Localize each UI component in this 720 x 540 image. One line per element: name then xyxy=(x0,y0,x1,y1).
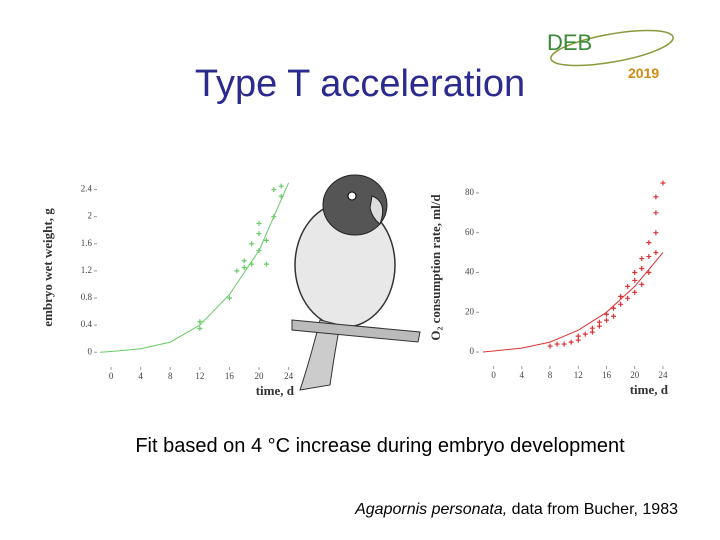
data-point xyxy=(582,331,588,337)
chart: 0 0.4 0.8 1.2 1.6 2 2.4 0 4 8 12 16 20 24 time, d embry… xyxy=(40,182,295,398)
y-tick-label: 0.4 xyxy=(81,319,93,329)
credit-source: data from Bucher, 1983 xyxy=(512,501,678,518)
data-point xyxy=(653,210,659,216)
y-tick-label: 80 xyxy=(465,187,475,197)
data-point xyxy=(632,289,638,295)
data-point xyxy=(575,333,581,339)
x-tick-label: 0 xyxy=(491,370,496,380)
data-point xyxy=(241,265,247,270)
y-tick-label: 1.6 xyxy=(81,238,93,248)
logo-text: DEB xyxy=(547,30,592,55)
data-point xyxy=(625,295,631,301)
y-tick-label: 2.4 xyxy=(81,184,93,194)
x-tick-label: 24 xyxy=(284,371,294,381)
data-point xyxy=(256,220,262,226)
data-point xyxy=(256,231,262,237)
data-point xyxy=(646,240,652,246)
caption: Fit based on 4 °C increase during embryo… xyxy=(135,435,625,457)
x-tick-label: 20 xyxy=(255,371,265,381)
x-tick-label: 8 xyxy=(548,370,553,380)
y-tick-label: 20 xyxy=(465,306,475,316)
fit-line xyxy=(99,182,290,353)
x-tick-label: 24 xyxy=(658,370,668,380)
data-point xyxy=(653,250,659,256)
credit: Agapornis personata, data from Bucher, 1… xyxy=(354,501,678,518)
data-point xyxy=(249,241,255,247)
x-tick-label: 8 xyxy=(168,371,173,381)
data-point xyxy=(611,313,617,319)
slide-title: Type T acceleration xyxy=(195,63,525,105)
x-tick-label: 4 xyxy=(520,370,525,380)
data-point xyxy=(611,305,617,311)
bird-head xyxy=(322,174,388,236)
data-point xyxy=(197,326,203,331)
data-point xyxy=(263,261,269,267)
x-tick-label: 16 xyxy=(602,370,612,380)
bird-beak xyxy=(369,195,384,225)
logo-ring xyxy=(550,29,674,67)
data-point xyxy=(653,194,659,200)
data-point xyxy=(646,269,652,275)
data-point xyxy=(263,237,269,243)
x-tick-label: 16 xyxy=(225,371,235,381)
data-point xyxy=(589,325,595,331)
x-tick-label: 20 xyxy=(630,370,640,380)
x-tick-label: 12 xyxy=(195,371,204,381)
data-point xyxy=(547,343,553,349)
data-point xyxy=(568,339,574,345)
y-axis-label: O₂ consumption rate, ml/d xyxy=(428,194,443,341)
data-point xyxy=(561,341,567,347)
data-point xyxy=(603,317,609,323)
bird-eye xyxy=(347,191,357,201)
logo-year: 2019 xyxy=(628,65,659,81)
x-axis-label: time, d xyxy=(630,382,669,397)
x-tick-label: 4 xyxy=(138,371,143,381)
logo: DEB 2019 xyxy=(547,29,674,81)
data-point xyxy=(625,283,631,289)
y-tick-label: 2 xyxy=(88,211,93,221)
y-tick-label: 60 xyxy=(465,227,475,237)
data-point xyxy=(646,254,652,260)
data-point xyxy=(234,268,240,274)
y-axis-label: embryo wet weight, g xyxy=(40,208,55,327)
data-point xyxy=(632,277,638,283)
data-point xyxy=(197,319,203,325)
y-tick-label: 0 xyxy=(470,346,475,356)
bird-branch xyxy=(291,319,421,343)
y-tick-label: 0.8 xyxy=(81,292,93,302)
data-point xyxy=(639,281,645,287)
bird-drawing xyxy=(291,174,421,391)
data-point xyxy=(639,265,645,271)
data-point xyxy=(596,319,602,325)
x-tick-label: 0 xyxy=(109,371,114,381)
data-point xyxy=(554,341,560,347)
data-point xyxy=(271,187,277,193)
y-tick-label: 1.2 xyxy=(81,265,92,275)
data-point xyxy=(632,269,638,275)
y-tick-label: 40 xyxy=(465,267,475,277)
credit-species: Agapornis personata, xyxy=(354,501,507,518)
data-point xyxy=(618,301,624,307)
bird-tail xyxy=(299,319,341,391)
x-axis-label: time, d xyxy=(256,383,295,398)
data-point xyxy=(653,230,659,236)
x-tick-label: 12 xyxy=(574,370,583,380)
data-point xyxy=(226,295,232,301)
fit-line xyxy=(482,252,664,353)
data-point xyxy=(618,293,624,299)
y-tick-label: 0 xyxy=(88,346,93,356)
data-point xyxy=(278,183,284,189)
data-point xyxy=(660,180,666,186)
chart: 0 20 40 60 80 0 4 8 12 16 20 24 time, d O₂ consumptio… xyxy=(428,180,669,397)
data-point xyxy=(639,256,645,262)
data-point xyxy=(241,258,247,264)
